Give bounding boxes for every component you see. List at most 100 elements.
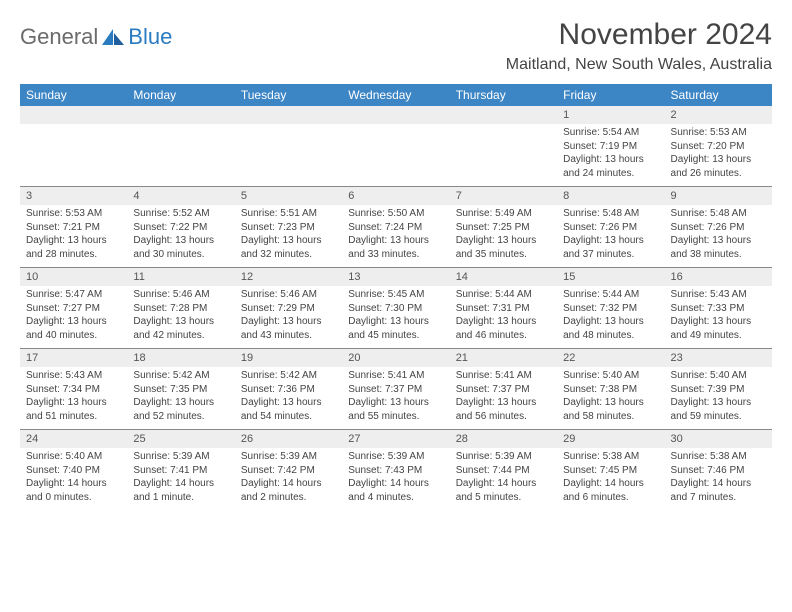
day-header: Wednesday	[342, 84, 449, 106]
day-cell: Sunrise: 5:54 AMSunset: 7:19 PMDaylight:…	[557, 124, 664, 187]
day-number: 26	[235, 430, 342, 449]
sunrise-line: Sunrise: 5:52 AM	[133, 207, 228, 221]
sunrise-line: Sunrise: 5:42 AM	[241, 369, 336, 383]
calendar-page: General Blue November 2024 Maitland, New…	[0, 0, 792, 528]
sunset-line: Sunset: 7:35 PM	[133, 383, 228, 397]
day-cell: Sunrise: 5:45 AMSunset: 7:30 PMDaylight:…	[342, 286, 449, 349]
day-number: 4	[127, 187, 234, 206]
daylight-line: Daylight: 13 hours and 51 minutes.	[26, 396, 121, 423]
day-number: 11	[127, 268, 234, 287]
day-number: 30	[665, 430, 772, 449]
daylight-line: Daylight: 13 hours and 28 minutes.	[26, 234, 121, 261]
day-cell: Sunrise: 5:53 AMSunset: 7:21 PMDaylight:…	[20, 205, 127, 268]
day-number: 14	[450, 268, 557, 287]
sunrise-line: Sunrise: 5:48 AM	[563, 207, 658, 221]
day-cell	[20, 124, 127, 187]
day-cell: Sunrise: 5:44 AMSunset: 7:32 PMDaylight:…	[557, 286, 664, 349]
sunset-line: Sunset: 7:43 PM	[348, 464, 443, 478]
day-cell: Sunrise: 5:52 AMSunset: 7:22 PMDaylight:…	[127, 205, 234, 268]
sunrise-line: Sunrise: 5:50 AM	[348, 207, 443, 221]
day-number: 6	[342, 187, 449, 206]
day-cell: Sunrise: 5:46 AMSunset: 7:28 PMDaylight:…	[127, 286, 234, 349]
day-cell: Sunrise: 5:39 AMSunset: 7:43 PMDaylight:…	[342, 448, 449, 510]
sunset-line: Sunset: 7:44 PM	[456, 464, 551, 478]
day-header: Thursday	[450, 84, 557, 106]
sunset-line: Sunset: 7:46 PM	[671, 464, 766, 478]
sunset-line: Sunset: 7:23 PM	[241, 221, 336, 235]
day-number: 25	[127, 430, 234, 449]
daylight-line: Daylight: 13 hours and 38 minutes.	[671, 234, 766, 261]
daylight-line: Daylight: 14 hours and 6 minutes.	[563, 477, 658, 504]
sunset-line: Sunset: 7:42 PM	[241, 464, 336, 478]
day-header: Monday	[127, 84, 234, 106]
day-cell: Sunrise: 5:48 AMSunset: 7:26 PMDaylight:…	[557, 205, 664, 268]
sunset-line: Sunset: 7:29 PM	[241, 302, 336, 316]
sunrise-line: Sunrise: 5:45 AM	[348, 288, 443, 302]
sunrise-line: Sunrise: 5:47 AM	[26, 288, 121, 302]
daylight-line: Daylight: 13 hours and 40 minutes.	[26, 315, 121, 342]
daylight-line: Daylight: 13 hours and 30 minutes.	[133, 234, 228, 261]
sunset-line: Sunset: 7:40 PM	[26, 464, 121, 478]
sunrise-line: Sunrise: 5:43 AM	[671, 288, 766, 302]
sunset-line: Sunset: 7:32 PM	[563, 302, 658, 316]
day-cell	[342, 124, 449, 187]
day-content-row: Sunrise: 5:53 AMSunset: 7:21 PMDaylight:…	[20, 205, 772, 268]
day-cell: Sunrise: 5:40 AMSunset: 7:39 PMDaylight:…	[665, 367, 772, 430]
sunset-line: Sunset: 7:38 PM	[563, 383, 658, 397]
day-number: 21	[450, 349, 557, 368]
day-cell	[450, 124, 557, 187]
sunrise-line: Sunrise: 5:48 AM	[671, 207, 766, 221]
day-number: 15	[557, 268, 664, 287]
sunrise-line: Sunrise: 5:40 AM	[671, 369, 766, 383]
day-number: 7	[450, 187, 557, 206]
sunrise-line: Sunrise: 5:44 AM	[456, 288, 551, 302]
logo-text-1: General	[20, 24, 98, 50]
day-number-row: 24252627282930	[20, 430, 772, 449]
sunrise-line: Sunrise: 5:40 AM	[563, 369, 658, 383]
day-cell: Sunrise: 5:42 AMSunset: 7:35 PMDaylight:…	[127, 367, 234, 430]
day-cell: Sunrise: 5:53 AMSunset: 7:20 PMDaylight:…	[665, 124, 772, 187]
sunset-line: Sunset: 7:20 PM	[671, 140, 766, 154]
daylight-line: Daylight: 13 hours and 58 minutes.	[563, 396, 658, 423]
day-number-row: 12	[20, 106, 772, 124]
day-header: Friday	[557, 84, 664, 106]
day-number: 17	[20, 349, 127, 368]
daylight-line: Daylight: 13 hours and 56 minutes.	[456, 396, 551, 423]
sunrise-line: Sunrise: 5:49 AM	[456, 207, 551, 221]
day-number: 8	[557, 187, 664, 206]
daylight-line: Daylight: 13 hours and 45 minutes.	[348, 315, 443, 342]
sunset-line: Sunset: 7:21 PM	[26, 221, 121, 235]
day-cell: Sunrise: 5:46 AMSunset: 7:29 PMDaylight:…	[235, 286, 342, 349]
sunrise-line: Sunrise: 5:38 AM	[671, 450, 766, 464]
sunrise-line: Sunrise: 5:39 AM	[348, 450, 443, 464]
day-number	[450, 106, 557, 124]
day-cell: Sunrise: 5:38 AMSunset: 7:46 PMDaylight:…	[665, 448, 772, 510]
sunset-line: Sunset: 7:37 PM	[456, 383, 551, 397]
sunset-line: Sunset: 7:41 PM	[133, 464, 228, 478]
day-cell: Sunrise: 5:40 AMSunset: 7:38 PMDaylight:…	[557, 367, 664, 430]
day-number: 28	[450, 430, 557, 449]
day-cell: Sunrise: 5:47 AMSunset: 7:27 PMDaylight:…	[20, 286, 127, 349]
day-cell: Sunrise: 5:49 AMSunset: 7:25 PMDaylight:…	[450, 205, 557, 268]
sunrise-line: Sunrise: 5:46 AM	[241, 288, 336, 302]
day-number: 16	[665, 268, 772, 287]
daylight-line: Daylight: 14 hours and 5 minutes.	[456, 477, 551, 504]
daylight-line: Daylight: 13 hours and 42 minutes.	[133, 315, 228, 342]
day-number	[235, 106, 342, 124]
daylight-line: Daylight: 14 hours and 4 minutes.	[348, 477, 443, 504]
day-cell: Sunrise: 5:39 AMSunset: 7:44 PMDaylight:…	[450, 448, 557, 510]
day-number: 3	[20, 187, 127, 206]
sunrise-line: Sunrise: 5:54 AM	[563, 126, 658, 140]
day-number: 24	[20, 430, 127, 449]
sunrise-line: Sunrise: 5:38 AM	[563, 450, 658, 464]
sunrise-line: Sunrise: 5:39 AM	[241, 450, 336, 464]
sunset-line: Sunset: 7:34 PM	[26, 383, 121, 397]
day-number	[20, 106, 127, 124]
day-cell: Sunrise: 5:51 AMSunset: 7:23 PMDaylight:…	[235, 205, 342, 268]
sunrise-line: Sunrise: 5:51 AM	[241, 207, 336, 221]
day-cell: Sunrise: 5:48 AMSunset: 7:26 PMDaylight:…	[665, 205, 772, 268]
sunset-line: Sunset: 7:33 PM	[671, 302, 766, 316]
daylight-line: Daylight: 14 hours and 2 minutes.	[241, 477, 336, 504]
day-header: Sunday	[20, 84, 127, 106]
day-number: 5	[235, 187, 342, 206]
